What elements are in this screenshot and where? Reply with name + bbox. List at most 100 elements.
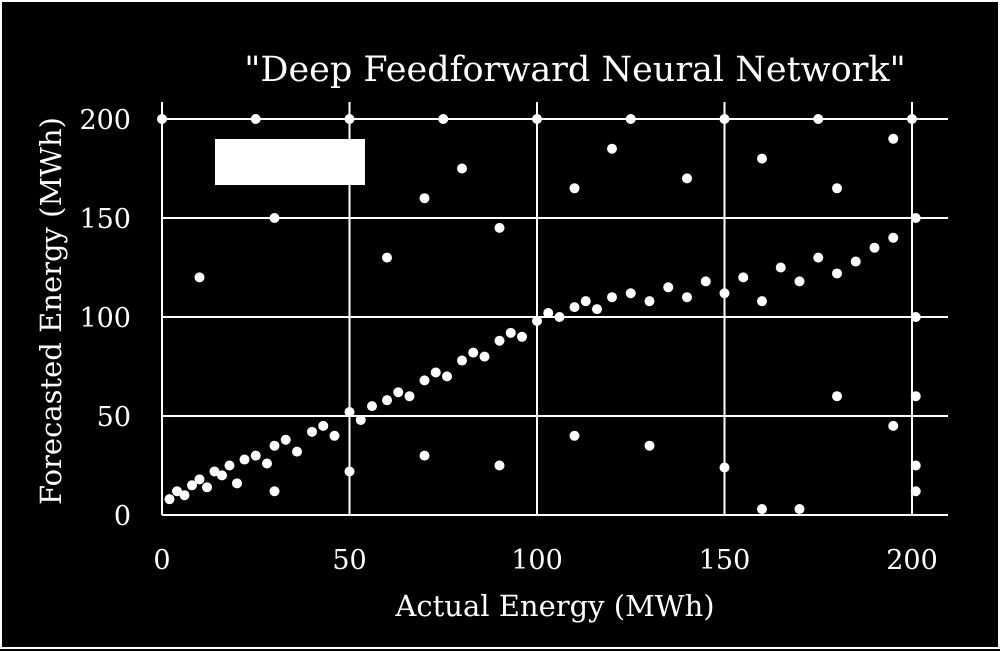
data-point xyxy=(457,355,467,366)
x-axis-label: Actual Energy (MWh) xyxy=(394,589,714,623)
data-point xyxy=(419,450,430,461)
data-point xyxy=(719,462,730,473)
data-point xyxy=(172,486,182,497)
data-point xyxy=(543,308,554,319)
data-point xyxy=(719,288,730,299)
points-layer xyxy=(157,114,921,515)
data-point xyxy=(479,351,490,362)
data-point xyxy=(910,312,921,322)
data-point xyxy=(419,193,430,204)
data-point xyxy=(382,395,392,406)
data-point xyxy=(318,420,329,431)
data-point xyxy=(202,482,212,493)
ticks-layer: 0 50 100 150 200 0 50 100 150 200 xyxy=(79,105,937,576)
chart-title: "Deep Feedforward Neural Network" xyxy=(244,50,905,90)
data-point xyxy=(344,466,355,477)
data-point xyxy=(494,222,505,233)
data-point xyxy=(430,367,441,378)
data-point xyxy=(344,114,355,124)
x-tick-label: 0 xyxy=(153,545,170,576)
data-point xyxy=(580,296,591,307)
data-point xyxy=(569,183,580,194)
data-point xyxy=(757,153,767,164)
x-tick-label: 200 xyxy=(886,545,938,576)
data-point xyxy=(813,252,824,263)
data-point xyxy=(457,163,467,174)
data-point xyxy=(344,407,355,418)
data-point xyxy=(757,504,767,515)
data-point xyxy=(468,347,479,358)
data-point xyxy=(280,434,291,445)
data-point xyxy=(217,470,227,481)
data-point xyxy=(438,114,449,124)
data-point xyxy=(194,474,205,485)
data-point xyxy=(607,143,617,154)
data-point xyxy=(494,335,505,346)
data-point xyxy=(505,327,516,338)
data-point xyxy=(794,276,805,287)
data-point xyxy=(250,450,261,461)
data-point xyxy=(269,486,280,497)
x-tick-label: 50 xyxy=(332,545,366,576)
data-point xyxy=(569,430,580,441)
data-point xyxy=(888,133,899,144)
data-point xyxy=(224,460,235,471)
data-point xyxy=(393,387,404,398)
data-point xyxy=(910,460,921,471)
data-point xyxy=(832,268,842,279)
data-point xyxy=(179,490,190,501)
data-point xyxy=(554,312,565,322)
data-point xyxy=(832,183,842,194)
data-point xyxy=(307,426,317,437)
data-point xyxy=(569,302,580,313)
data-point xyxy=(494,460,505,471)
data-point xyxy=(738,272,749,283)
data-point xyxy=(292,446,302,457)
data-point xyxy=(910,486,921,497)
data-point xyxy=(209,466,220,477)
data-point xyxy=(682,292,692,303)
data-point xyxy=(910,213,921,223)
data-point xyxy=(239,454,250,465)
data-point xyxy=(869,242,880,253)
data-point xyxy=(367,401,377,412)
data-point xyxy=(187,480,197,491)
data-point xyxy=(832,391,842,402)
data-point xyxy=(794,504,805,515)
x-tick-label: 150 xyxy=(699,545,751,576)
data-point xyxy=(907,114,917,124)
data-point xyxy=(757,296,767,307)
data-point xyxy=(663,282,674,293)
data-point xyxy=(888,420,899,431)
data-point xyxy=(517,331,527,342)
legend-box xyxy=(215,139,365,185)
y-axis-label: Forecasted Energy (MWh) xyxy=(34,117,68,505)
data-point xyxy=(532,315,542,326)
data-point xyxy=(355,414,366,425)
data-point xyxy=(644,440,655,451)
data-point xyxy=(910,391,921,402)
data-point xyxy=(625,114,636,124)
data-point xyxy=(592,304,602,315)
data-point xyxy=(164,494,175,505)
data-point xyxy=(775,262,786,273)
data-point xyxy=(850,256,861,267)
axes-layer xyxy=(161,102,948,516)
data-point xyxy=(269,440,280,451)
data-point xyxy=(194,272,205,283)
y-tick-label: 150 xyxy=(79,204,131,235)
data-point xyxy=(442,371,452,382)
data-point xyxy=(625,288,636,299)
y-tick-label: 50 xyxy=(97,402,131,433)
y-tick-label: 200 xyxy=(79,105,131,136)
data-point xyxy=(232,478,242,489)
data-point xyxy=(682,173,692,184)
data-point xyxy=(700,276,711,287)
data-point xyxy=(644,296,655,307)
data-point xyxy=(262,458,272,469)
data-point xyxy=(329,430,340,441)
data-point xyxy=(269,213,280,223)
data-point xyxy=(719,114,730,124)
